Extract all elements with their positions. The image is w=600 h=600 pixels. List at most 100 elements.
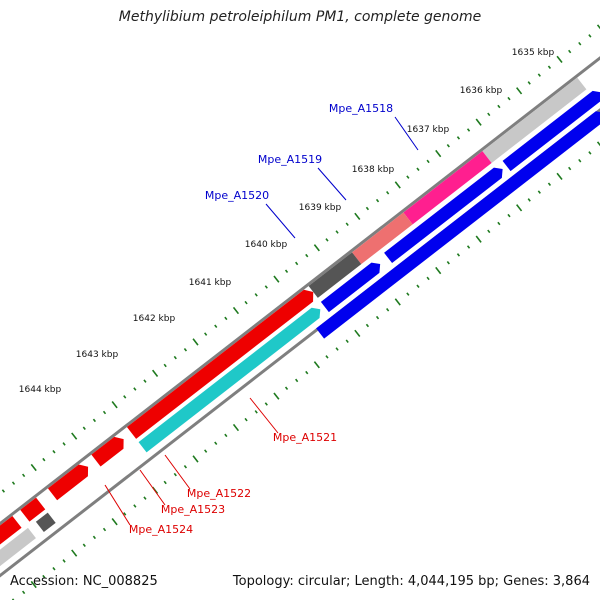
map-title: Methylibium petroleiphilum PM1, complete… [118, 9, 482, 25]
outer-tick-row [1, 24, 600, 493]
gene-leader-line [265, 203, 296, 239]
tick-mark [394, 181, 401, 189]
tick-mark [547, 182, 552, 186]
tick-mark [354, 329, 361, 337]
tick-mark [305, 253, 309, 258]
tick-mark [426, 276, 430, 281]
feature-tracks [0, 77, 600, 567]
tick-mark [151, 369, 159, 377]
tick-mark [143, 379, 147, 383]
tick-mark [547, 65, 552, 69]
tick-mark [596, 141, 600, 147]
track-block-mpe-a1518 [403, 151, 492, 225]
tick-mark [214, 441, 218, 445]
tick-label: 1644 kbp [19, 385, 62, 395]
tick-mark [232, 306, 240, 315]
tick-mark [537, 73, 541, 77]
track-block-mpe-a1523 [47, 464, 89, 501]
tick-mark [596, 24, 600, 30]
track-block-blue-3 [320, 262, 381, 313]
gene-leader-line [394, 116, 419, 151]
tick-mark [416, 284, 420, 289]
tick-mark [507, 96, 511, 101]
tick-mark [183, 348, 188, 352]
gene-label: Mpe_A1521 [273, 431, 337, 444]
tick-mark [82, 426, 86, 430]
tick-label: 1638 kbp [352, 165, 395, 175]
tick-mark [325, 238, 329, 242]
tick-mark [435, 149, 442, 158]
track-block-red-tail [0, 515, 22, 545]
track-block-mpe-a1520 [308, 252, 362, 298]
tick-mark [183, 465, 188, 469]
tick-mark [273, 392, 280, 400]
tick-label: 1637 kbp [407, 125, 450, 135]
tick-mark [82, 543, 86, 547]
track-block-mpe-a1522 [91, 436, 124, 467]
tick-mark [11, 598, 15, 600]
tick-mark [466, 128, 471, 132]
tick-mark [386, 308, 390, 312]
tick-mark [71, 549, 78, 557]
tick-mark [335, 230, 339, 234]
tick-mark [345, 339, 349, 343]
tick-mark [42, 457, 46, 462]
tick-mark [11, 481, 16, 485]
tick-mark [52, 567, 56, 571]
tick-mark [62, 559, 66, 563]
gene-labels: Mpe_A1518 Mpe_A1519 Mpe_A1520 Mpe_A1521 Mpe_… [104, 102, 419, 536]
gene-label: Mpe_A1524 [129, 523, 193, 536]
tick-mark [416, 167, 420, 172]
tick-mark [273, 275, 280, 283]
tick-mark [232, 423, 240, 432]
tick-mark [224, 433, 228, 438]
tick-mark [264, 285, 268, 289]
tick-mark [365, 323, 370, 328]
tick-mark [173, 355, 177, 360]
gene-label: Mpe_A1519 [258, 153, 322, 166]
tick-mark [52, 450, 56, 454]
track-block-darkgray-lower [35, 512, 56, 533]
tick-mark [568, 166, 572, 171]
tick-label: 1635 kbp [512, 48, 555, 58]
tick-mark [163, 363, 167, 368]
tick-mark [516, 87, 523, 95]
gene-label: Mpe_A1518 [329, 102, 393, 115]
tick-label: 1641 kbp [189, 278, 232, 288]
tick-mark [22, 590, 26, 595]
tick-mark [173, 472, 177, 477]
tick-mark [92, 535, 97, 540]
tick-mark [295, 261, 299, 266]
tick-mark [394, 298, 401, 306]
track-block-cyan [138, 307, 321, 453]
tick-mark [527, 198, 531, 202]
tick-mark [556, 55, 563, 64]
tick-label: 1643 kbp [76, 350, 119, 360]
tick-mark [556, 172, 563, 181]
tick-mark [446, 143, 450, 148]
tick-mark [143, 496, 147, 500]
tick-mark [102, 410, 107, 415]
tick-mark [30, 463, 37, 472]
track-block-blue-2 [384, 167, 503, 264]
tick-label: 1639 kbp [299, 203, 342, 213]
gene-leader-line [164, 454, 191, 490]
tick-mark [588, 151, 592, 155]
tick-mark [537, 190, 541, 194]
tick-label: 1642 kbp [133, 314, 176, 324]
tick-mark [133, 387, 137, 391]
tick-mark [466, 245, 471, 249]
gene-leader-line [249, 397, 279, 434]
tick-mark [30, 580, 37, 589]
gene-leader-line [104, 484, 131, 526]
gene-leader-line [139, 469, 166, 506]
tick-mark [446, 260, 450, 265]
tick-mark [335, 347, 339, 351]
tick-mark [264, 402, 268, 406]
tick-mark [475, 235, 482, 243]
accession-text: Accession: NC_008825 [10, 574, 158, 589]
tick-mark [111, 401, 118, 409]
tick-mark [224, 316, 228, 321]
tick-mark [375, 315, 380, 320]
